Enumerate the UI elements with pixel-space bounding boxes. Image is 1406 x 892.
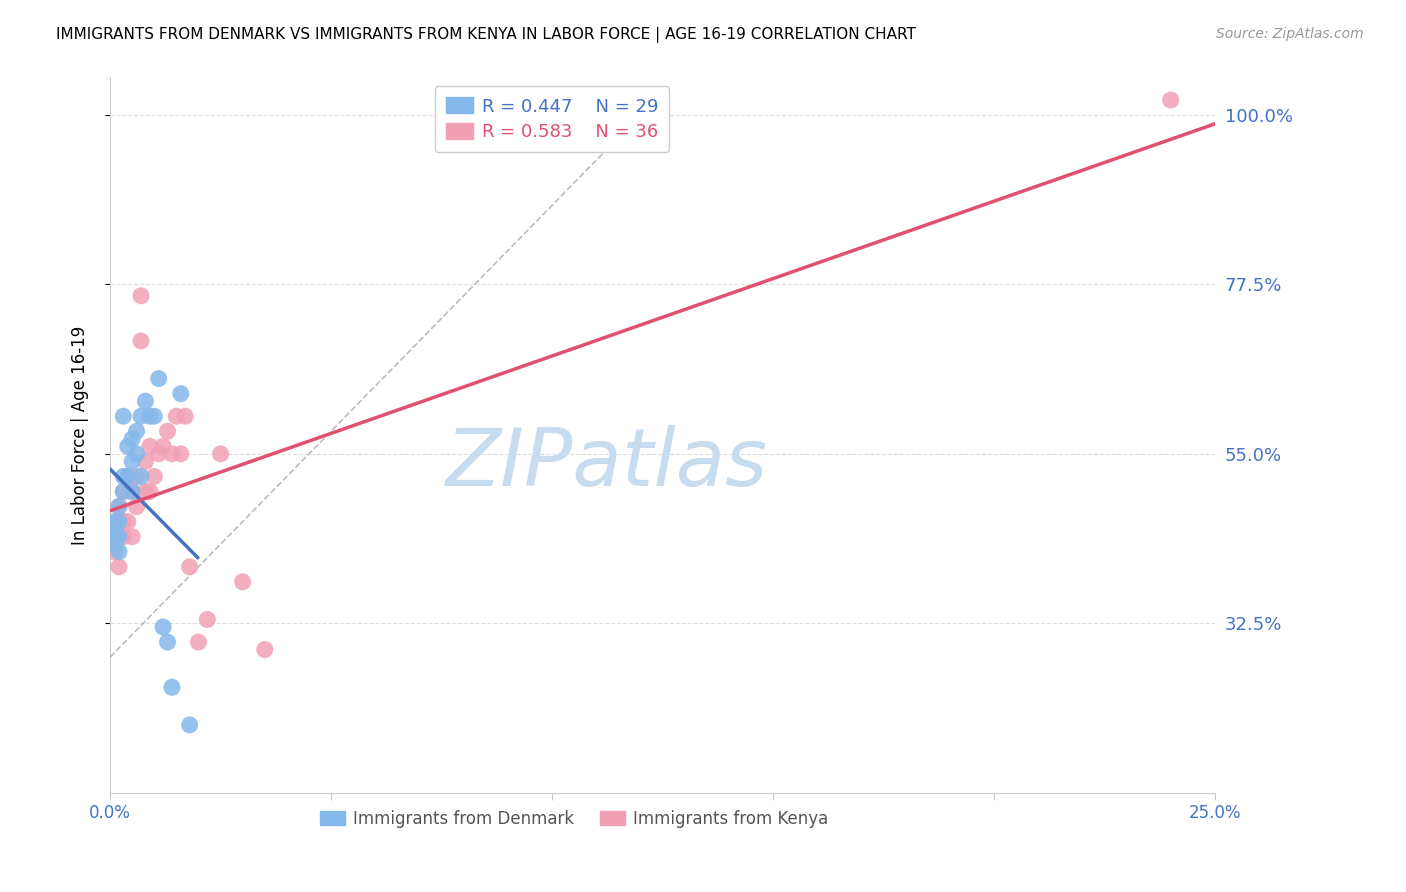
Point xyxy=(232,574,254,589)
Point xyxy=(108,515,131,529)
Point xyxy=(103,522,125,536)
Point xyxy=(112,469,135,483)
Point xyxy=(148,371,170,385)
Point xyxy=(125,447,148,461)
Point xyxy=(103,530,125,544)
Y-axis label: In Labor Force | Age 16-19: In Labor Force | Age 16-19 xyxy=(72,326,89,545)
Point xyxy=(253,642,276,657)
Point xyxy=(170,447,193,461)
Point xyxy=(156,425,179,439)
Point xyxy=(121,530,143,544)
Point xyxy=(112,530,135,544)
Point xyxy=(129,469,152,483)
Point xyxy=(108,530,131,544)
Point xyxy=(139,439,162,453)
Point xyxy=(129,334,152,348)
Point xyxy=(179,718,201,732)
Point xyxy=(103,545,125,559)
Point xyxy=(112,484,135,499)
Point xyxy=(129,289,152,303)
Point xyxy=(1160,93,1182,107)
Point xyxy=(152,439,174,453)
Point xyxy=(108,530,131,544)
Point xyxy=(121,454,143,468)
Text: ZIPatlas: ZIPatlas xyxy=(446,425,768,503)
Point xyxy=(121,484,143,499)
Point xyxy=(117,515,139,529)
Text: IMMIGRANTS FROM DENMARK VS IMMIGRANTS FROM KENYA IN LABOR FORCE | AGE 16-19 CORR: IMMIGRANTS FROM DENMARK VS IMMIGRANTS FR… xyxy=(56,27,917,43)
Point xyxy=(187,635,209,649)
Point xyxy=(160,447,183,461)
Point xyxy=(121,432,143,446)
Point xyxy=(170,386,193,401)
Point xyxy=(112,515,135,529)
Legend: Immigrants from Denmark, Immigrants from Kenya: Immigrants from Denmark, Immigrants from… xyxy=(314,803,835,834)
Point xyxy=(134,394,156,409)
Point xyxy=(117,439,139,453)
Text: Source: ZipAtlas.com: Source: ZipAtlas.com xyxy=(1216,27,1364,41)
Point xyxy=(103,515,125,529)
Point xyxy=(134,454,156,468)
Point xyxy=(117,469,139,483)
Point xyxy=(165,409,187,424)
Point xyxy=(174,409,197,424)
Point xyxy=(143,409,166,424)
Point xyxy=(152,620,174,634)
Point xyxy=(121,484,143,499)
Point xyxy=(103,515,125,529)
Point xyxy=(160,680,183,694)
Point xyxy=(125,500,148,514)
Point xyxy=(112,484,135,499)
Point xyxy=(156,635,179,649)
Point xyxy=(148,447,170,461)
Point xyxy=(139,484,162,499)
Point xyxy=(112,409,135,424)
Point xyxy=(108,559,131,574)
Point xyxy=(143,469,166,483)
Point xyxy=(117,469,139,483)
Point xyxy=(139,409,162,424)
Point xyxy=(103,537,125,551)
Point xyxy=(209,447,232,461)
Point xyxy=(195,613,218,627)
Point xyxy=(103,530,125,544)
Point xyxy=(108,545,131,559)
Point xyxy=(125,425,148,439)
Point xyxy=(108,500,131,514)
Point xyxy=(179,559,201,574)
Point xyxy=(125,469,148,483)
Point xyxy=(134,484,156,499)
Point xyxy=(108,500,131,514)
Point xyxy=(129,409,152,424)
